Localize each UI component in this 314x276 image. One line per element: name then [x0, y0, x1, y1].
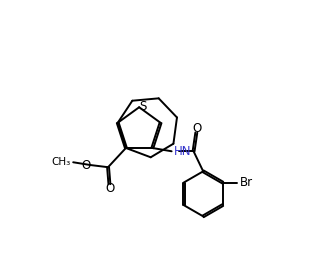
Text: CH₃: CH₃ — [52, 157, 71, 167]
Text: O: O — [81, 158, 90, 171]
Text: S: S — [139, 100, 147, 113]
Text: HN: HN — [174, 145, 192, 158]
Text: O: O — [105, 182, 114, 195]
Text: O: O — [192, 122, 201, 135]
Text: Br: Br — [240, 176, 253, 189]
